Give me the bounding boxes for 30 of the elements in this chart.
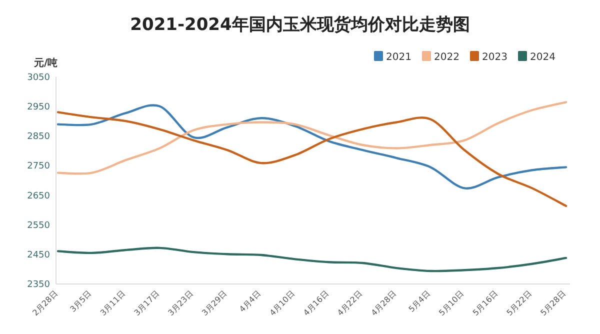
x-tick-label: 4月28日 <box>370 289 398 318</box>
legend-label: 2021 <box>386 52 412 63</box>
x-tick-label: 5月28日 <box>538 289 568 318</box>
x-tick-label: 5月10日 <box>437 289 466 318</box>
x-tick-label: 4月10日 <box>268 289 296 318</box>
x-tick-label: 3月11日 <box>98 289 128 318</box>
legend-label: 2022 <box>434 52 460 63</box>
x-tick-label: 3月5日 <box>68 289 94 314</box>
y-axis-title: 元/吨 <box>33 57 58 69</box>
y-tick-label: 2950 <box>27 102 50 113</box>
y-tick-label: 2550 <box>27 220 50 231</box>
y-tick-label: 3050 <box>27 73 50 83</box>
x-tick-label: 3月23日 <box>166 289 195 318</box>
chart-title: 2021-2024年国内玉米现货均价对比走势图 <box>130 15 470 35</box>
x-tick-label: 3月17日 <box>132 289 162 318</box>
x-tick-label: 5月4日 <box>407 289 432 314</box>
legend-label: 2023 <box>482 52 508 63</box>
y-tick-label: 2850 <box>27 132 50 142</box>
y-tick-label: 2450 <box>27 250 50 260</box>
y-tick-label: 2350 <box>27 280 50 290</box>
x-tick-label: 5月22日 <box>505 289 534 318</box>
x-tick-label: 3月29日 <box>200 289 229 318</box>
x-tick-label: 5月16日 <box>471 289 500 318</box>
x-tick-label: 4月4日 <box>238 289 263 314</box>
x-tick-label: 4月16日 <box>302 289 330 318</box>
x-tick-label: 2月28日 <box>30 289 60 318</box>
y-tick-label: 2750 <box>27 162 50 172</box>
y-tick-label: 2650 <box>27 191 50 202</box>
legend-label: 2024 <box>530 52 556 63</box>
x-tick-label: 4月22日 <box>336 289 364 318</box>
